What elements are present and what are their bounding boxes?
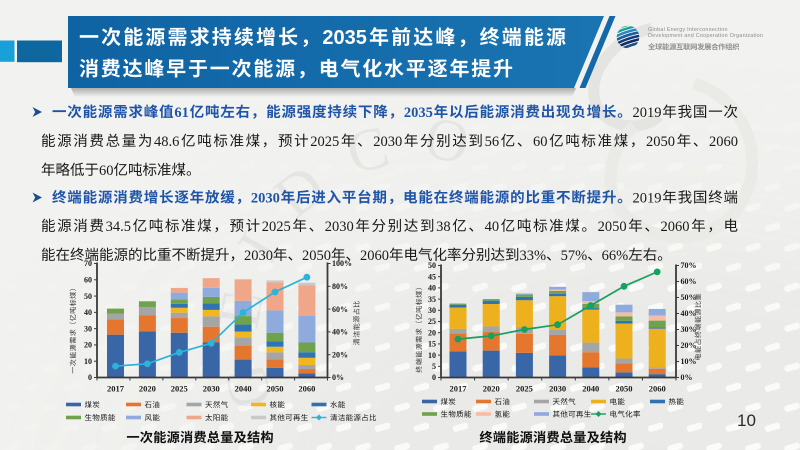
- svg-text:2030: 2030: [251, 190, 280, 206]
- svg-text:10: 10: [84, 357, 92, 366]
- svg-text:15: 15: [428, 340, 436, 349]
- svg-text:25: 25: [428, 317, 436, 326]
- svg-text:50%: 50%: [681, 293, 697, 302]
- svg-text:40: 40: [485, 219, 500, 235]
- svg-text:45: 45: [428, 272, 436, 281]
- svg-text:2025: 2025: [262, 219, 291, 235]
- svg-text:80%: 80%: [332, 282, 348, 291]
- svg-text:10: 10: [428, 351, 436, 360]
- svg-text:2025: 2025: [171, 384, 188, 394]
- svg-text:70: 70: [84, 259, 92, 268]
- svg-text:38: 38: [436, 219, 451, 235]
- svg-text:0%: 0%: [332, 373, 344, 382]
- svg-text:0: 0: [432, 373, 436, 382]
- svg-text:61: 61: [174, 105, 189, 121]
- svg-text:2040: 2040: [582, 384, 599, 394]
- svg-text:2060: 2060: [709, 134, 738, 150]
- svg-text:66%: 66%: [602, 248, 629, 264]
- svg-text:20%: 20%: [332, 350, 348, 359]
- svg-text:40%: 40%: [681, 309, 697, 318]
- svg-text:60: 60: [84, 275, 92, 284]
- svg-text:2050: 2050: [267, 384, 284, 394]
- svg-text:35: 35: [428, 295, 436, 304]
- svg-text:2035: 2035: [404, 105, 433, 121]
- svg-text:2035: 2035: [322, 27, 367, 49]
- svg-text:40: 40: [428, 284, 436, 293]
- svg-text:57%: 57%: [561, 248, 588, 264]
- svg-text:60: 60: [533, 134, 548, 150]
- svg-text:2050: 2050: [616, 384, 633, 394]
- svg-text:2050: 2050: [302, 248, 331, 264]
- svg-text:2025: 2025: [310, 134, 339, 150]
- svg-text:2030: 2030: [203, 384, 220, 394]
- svg-text:70%: 70%: [681, 261, 697, 270]
- svg-text:2050: 2050: [646, 134, 675, 150]
- svg-text:30: 30: [428, 306, 436, 315]
- svg-text:10%: 10%: [681, 357, 697, 366]
- svg-text:2025: 2025: [516, 384, 533, 394]
- svg-text:2020: 2020: [483, 384, 500, 394]
- svg-text:50: 50: [84, 292, 92, 301]
- svg-text:2030: 2030: [244, 248, 273, 264]
- svg-text:30%: 30%: [681, 325, 697, 334]
- svg-text:2060: 2060: [649, 384, 666, 394]
- svg-text:60%: 60%: [681, 277, 697, 286]
- svg-text:40: 40: [84, 308, 92, 317]
- svg-text:2017: 2017: [450, 384, 468, 394]
- svg-text:2020: 2020: [139, 384, 156, 394]
- svg-text:2030: 2030: [325, 219, 354, 235]
- svg-text:60%: 60%: [332, 305, 348, 314]
- svg-text:0%: 0%: [681, 373, 693, 382]
- svg-text:20: 20: [84, 341, 92, 350]
- svg-text:40%: 40%: [332, 328, 348, 337]
- svg-text:5: 5: [432, 362, 436, 371]
- svg-text:10: 10: [737, 411, 756, 430]
- svg-text:2019: 2019: [633, 105, 662, 121]
- svg-text:60: 60: [99, 163, 114, 179]
- svg-text:33%: 33%: [520, 248, 547, 264]
- svg-text:20%: 20%: [681, 341, 697, 350]
- svg-text:56: 56: [485, 134, 500, 150]
- svg-text:2030: 2030: [549, 384, 566, 394]
- svg-text:30: 30: [84, 324, 92, 333]
- svg-text:34.5: 34.5: [106, 219, 131, 235]
- svg-text:2040: 2040: [235, 384, 252, 394]
- svg-text:2060: 2060: [298, 384, 315, 394]
- svg-text:50: 50: [428, 261, 436, 270]
- svg-text:0: 0: [88, 373, 92, 382]
- svg-text:2060: 2060: [360, 248, 389, 264]
- svg-text:48.6: 48.6: [154, 134, 179, 150]
- svg-text:2050: 2050: [598, 219, 627, 235]
- svg-text:2060: 2060: [661, 219, 690, 235]
- svg-text:2017: 2017: [107, 384, 125, 394]
- svg-text:2019: 2019: [633, 190, 662, 206]
- svg-text:20: 20: [428, 328, 436, 337]
- svg-text:100%: 100%: [332, 259, 352, 268]
- svg-text:2030: 2030: [373, 134, 402, 150]
